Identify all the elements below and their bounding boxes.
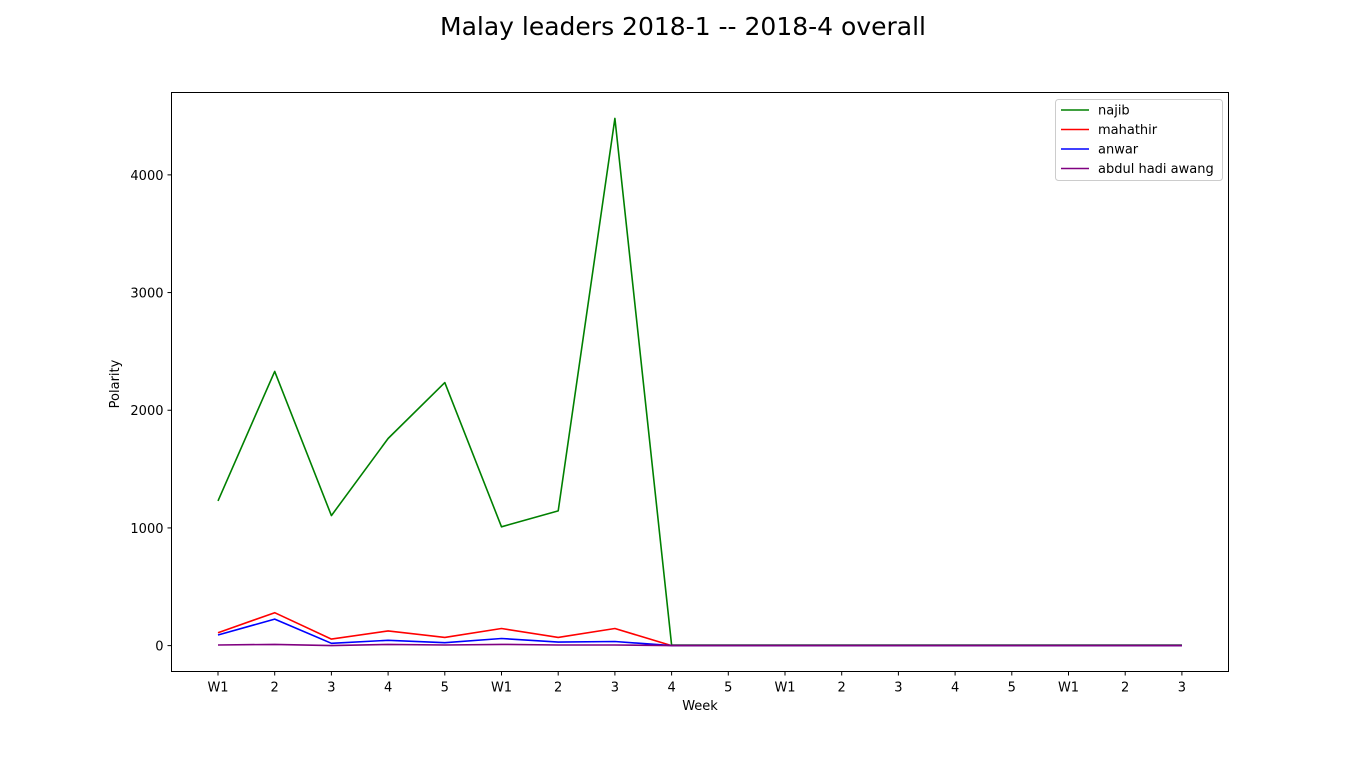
legend-label: mahathir — [1098, 123, 1158, 138]
y-tick-label: 3000 — [130, 287, 163, 302]
x-tick-label: 3 — [894, 681, 902, 696]
plot-frame — [171, 92, 1229, 672]
x-tick-label: W1 — [491, 681, 512, 696]
x-tick-label: 5 — [724, 681, 732, 696]
x-tick-label: 3 — [1178, 681, 1186, 696]
x-tick-label: 4 — [384, 681, 392, 696]
series-lines — [217, 117, 1182, 647]
chart-title: Malay leaders 2018-1 -- 2018-4 overall — [440, 12, 926, 41]
x-tick-label: W1 — [207, 681, 228, 696]
x-tick-label: W1 — [1058, 681, 1079, 696]
y-tick-label: 1000 — [130, 522, 163, 537]
x-tick-label: 5 — [1008, 681, 1016, 696]
y-tick-label: 4000 — [130, 169, 163, 184]
series-line-anwar — [217, 618, 1182, 647]
legend-label: abdul hadi awang — [1098, 162, 1214, 177]
legend: najib mahathir anwar abdul hadi awang — [1055, 99, 1223, 181]
legend-label: anwar — [1098, 143, 1139, 158]
y-axis: 0 1000 2000 3000 4000 — [130, 169, 172, 655]
series-line-abdul-hadi-awang — [217, 643, 1182, 647]
x-tick-label: 4 — [951, 681, 959, 696]
x-tick-label: 3 — [611, 681, 619, 696]
y-tick-label: 0 — [155, 640, 163, 655]
x-tick-label: 4 — [667, 681, 675, 696]
x-tick-label: 5 — [441, 681, 449, 696]
x-axis-label: Week — [682, 699, 718, 714]
x-axis: W1 2 3 4 5 W1 2 3 4 5 W1 2 3 4 5 W1 2 3 — [207, 671, 1186, 696]
series-line-mahathir — [217, 611, 1182, 647]
x-tick-label: 2 — [838, 681, 846, 696]
x-tick-label: 2 — [1121, 681, 1129, 696]
x-tick-label: 2 — [271, 681, 279, 696]
legend-box — [1055, 99, 1223, 181]
x-tick-label: 2 — [554, 681, 562, 696]
x-tick-label: W1 — [774, 681, 795, 696]
x-tick-label: 3 — [327, 681, 335, 696]
legend-label: najib — [1098, 104, 1130, 119]
y-axis-label: Polarity — [108, 359, 123, 408]
series-line-najib — [217, 117, 1182, 646]
y-tick-label: 2000 — [130, 404, 163, 419]
